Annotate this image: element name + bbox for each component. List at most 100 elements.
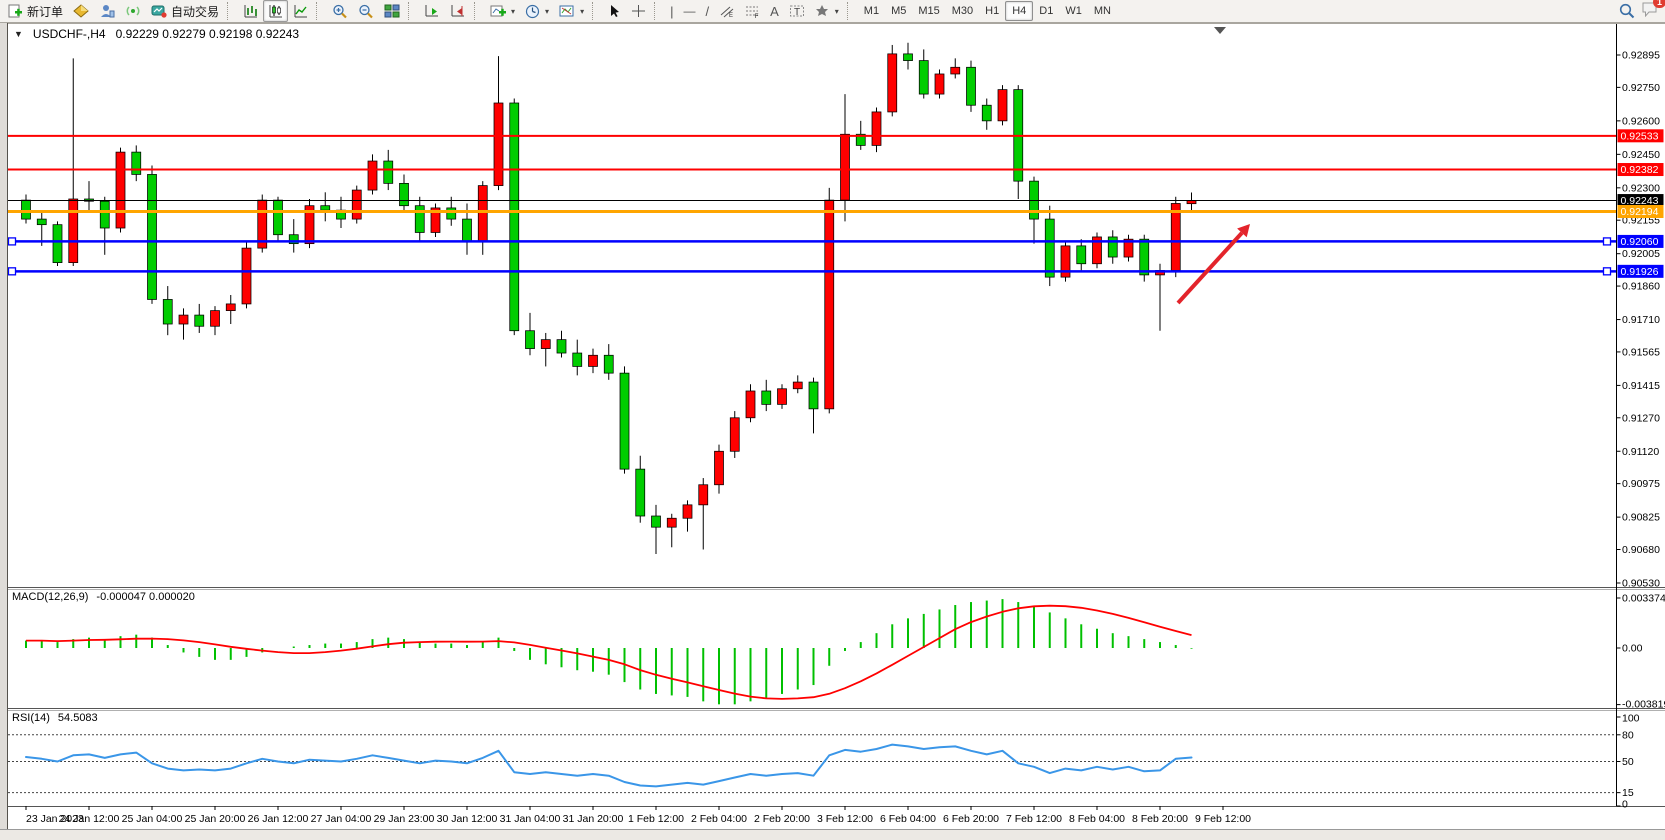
text-button[interactable]: A: [765, 0, 784, 22]
candle-body: [871, 111, 882, 146]
price-tick-label: 0.92750: [1622, 82, 1660, 94]
bar-chart-icon: [244, 5, 258, 18]
arrows-button[interactable]: ▾: [810, 0, 844, 22]
candle-body: [588, 354, 598, 367]
arrows-shapes-icon: [815, 5, 828, 16]
candlestick-chart-button[interactable]: [263, 0, 289, 22]
indicators-button[interactable]: ▾: [485, 0, 520, 22]
rsi-axis-label: 15: [1622, 787, 1634, 799]
arrow-annotation-line[interactable]: [1176, 231, 1244, 305]
collapse-panel-icon[interactable]: ▼: [14, 29, 23, 39]
candle-body: [477, 185, 488, 242]
hline-handle[interactable]: [7, 267, 17, 276]
timeframe-button-H1[interactable]: H1: [985, 5, 1000, 17]
date-tick-label: 31 Jan 04:00: [500, 813, 561, 825]
line-chart-button[interactable]: [288, 0, 313, 22]
notifications-button[interactable]: 1: [1641, 0, 1665, 22]
timeframe-button-D1[interactable]: D1: [1039, 5, 1054, 17]
fibonacci-icon: F: [746, 6, 759, 18]
candle-body: [997, 89, 1008, 122]
toolbar-separator: [592, 2, 600, 20]
candle-body: [714, 450, 724, 486]
date-tick-label: 25 Jan 04:00: [122, 813, 183, 825]
timeframe-button-M1[interactable]: M1: [863, 5, 880, 17]
cursor-button[interactable]: [603, 0, 626, 22]
vertical-line-button[interactable]: |: [665, 0, 678, 22]
crosshair-button[interactable]: [626, 0, 651, 22]
tile-windows-button[interactable]: [379, 0, 405, 22]
horizontal-line-icon: —: [683, 4, 696, 18]
candle-body: [52, 224, 63, 263]
signal-button[interactable]: [120, 0, 146, 22]
toolbar-separator: [316, 2, 324, 20]
date-tick-label: 8 Feb 20:00: [1132, 813, 1188, 825]
profile-button[interactable]: [94, 0, 120, 22]
price-badge-0.92194: [1617, 204, 1664, 218]
hline-handle[interactable]: [1602, 237, 1612, 246]
candle-body: [383, 160, 394, 184]
timeframe-button-H4[interactable]: H4: [1005, 1, 1034, 21]
window-left-edge: [0, 23, 8, 829]
new-order-button[interactable]: 新订单: [2, 0, 68, 22]
hline-handle[interactable]: [1602, 267, 1612, 276]
price-tick-label: 0.91565: [1622, 346, 1660, 358]
gold-tool-button[interactable]: [68, 0, 94, 22]
bar-chart-button[interactable]: [238, 0, 263, 22]
fibonacci-button[interactable]: F: [739, 0, 765, 22]
candle-body: [1139, 238, 1150, 276]
price-tick-label: 0.92300: [1622, 182, 1660, 194]
timeframe-button-W1[interactable]: W1: [1065, 5, 1082, 17]
horizontal-line-button[interactable]: —: [678, 0, 700, 22]
date-tick-label: 25 Jan 20:00: [185, 813, 246, 825]
price-badge-0.91926: [1617, 264, 1664, 278]
date-tick-label: 31 Jan 20:00: [563, 813, 624, 825]
auto-scroll-icon: [425, 5, 439, 17]
macd-axis-label: 0.003374: [1622, 592, 1665, 604]
zoom-in-button[interactable]: [327, 0, 353, 22]
templates-button[interactable]: ▾: [554, 0, 589, 22]
template-icon: [559, 5, 574, 17]
dropdown-arrow-icon: ▾: [545, 6, 550, 16]
chart-shift-button[interactable]: [445, 0, 471, 22]
date-tick-label: 1 Feb 12:00: [628, 813, 684, 825]
timeframe-button-M15[interactable]: M15: [918, 5, 940, 17]
date-tick-label: 2 Feb 04:00: [691, 813, 747, 825]
price-badge-label: 0.92194: [1621, 206, 1659, 218]
zoom-in-icon: [333, 4, 347, 18]
chart-shift-marker[interactable]: [1214, 27, 1226, 34]
date-tick-label: 30 Jan 12:00: [437, 813, 498, 825]
candle-body: [619, 372, 630, 470]
candle-body: [745, 390, 756, 419]
channel-button[interactable]: E: [714, 0, 739, 22]
text-label-button[interactable]: T: [784, 0, 810, 22]
price-badge-label: 0.92243: [1621, 195, 1659, 207]
date-tick-label: 6 Feb 20:00: [943, 813, 999, 825]
periods-button[interactable]: ▾: [520, 0, 554, 22]
timeframe-button-M30[interactable]: M30: [951, 5, 974, 17]
add-indicator-icon: [490, 5, 507, 17]
chart-background: [0, 24, 1665, 829]
candle-body: [430, 207, 441, 233]
candle-body: [131, 151, 142, 175]
autotrading-button[interactable]: 自动交易: [146, 0, 224, 22]
timeframe-button-M5[interactable]: M5: [891, 5, 907, 17]
toolbar-separator: [846, 2, 855, 20]
price-tick-label: 0.90680: [1622, 544, 1660, 556]
timeframe-button-MN[interactable]: MN: [1093, 5, 1111, 17]
macd-axis-label: -0.003819: [1622, 699, 1665, 711]
date-tick-label: 7 Feb 12:00: [1006, 813, 1062, 825]
price-badge-label: 0.91926: [1621, 266, 1659, 278]
hline-handle[interactable]: [7, 237, 17, 246]
candle-body: [808, 381, 819, 410]
search-icon[interactable]: [1619, 3, 1635, 19]
zoom-out-button[interactable]: [353, 0, 379, 22]
trendline-button[interactable]: /: [700, 0, 714, 22]
auto-scroll-button[interactable]: [419, 0, 445, 22]
candle-body: [115, 151, 126, 229]
candle-body: [367, 160, 378, 191]
arrow-annotation-head[interactable]: [1237, 224, 1250, 238]
text-label-icon: T: [789, 5, 804, 18]
toolbar-separator: [654, 2, 662, 20]
